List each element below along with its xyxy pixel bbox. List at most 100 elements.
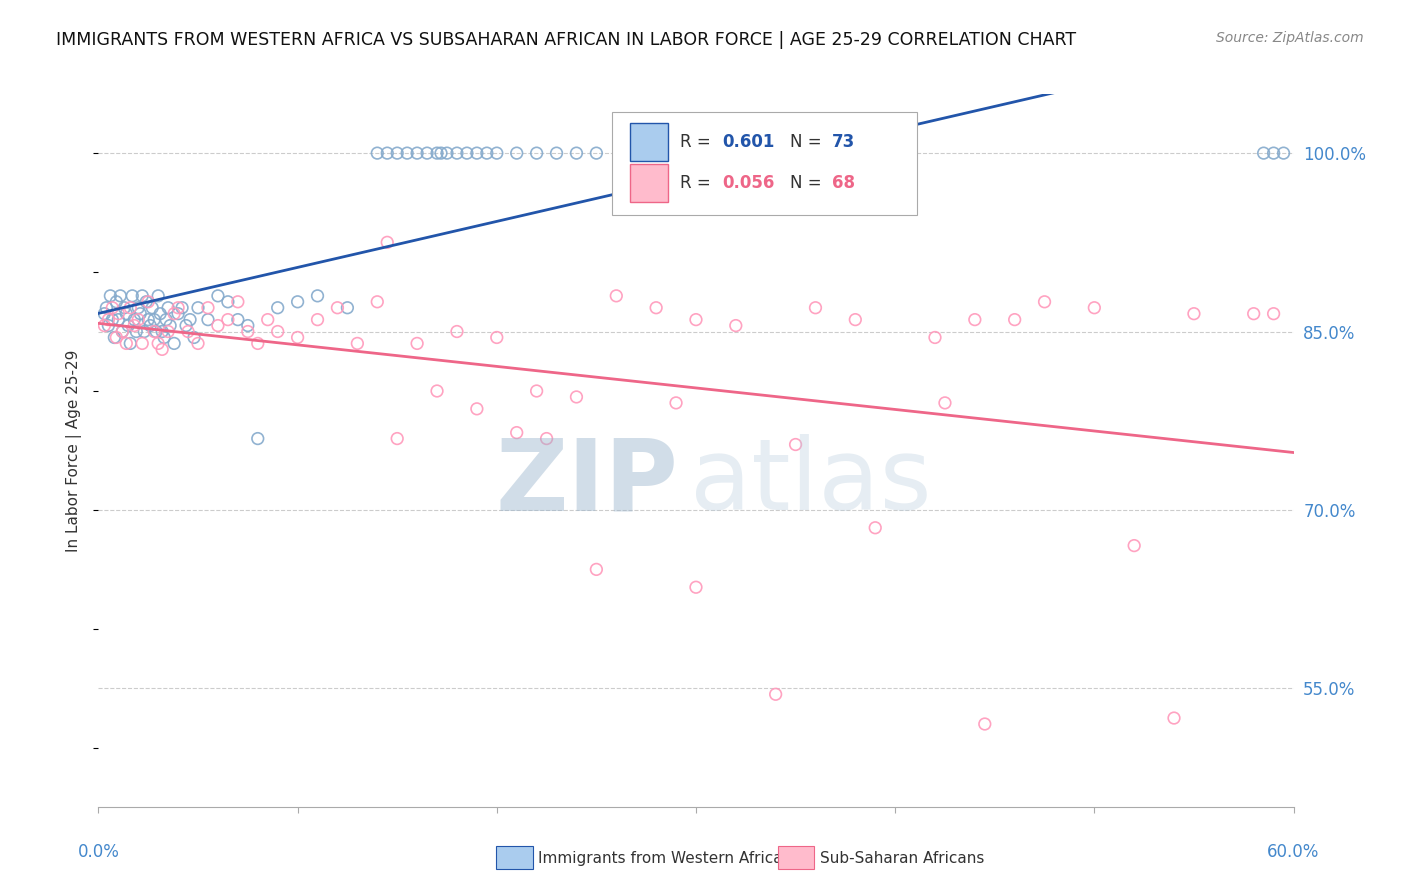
Point [1263, 146, 1285, 161]
Point [217, 312, 239, 326]
Point [924, 330, 946, 344]
Point [546, 146, 568, 161]
Point [287, 330, 309, 344]
Point [143, 312, 166, 326]
Point [139, 318, 162, 333]
Point [326, 301, 349, 315]
Point [396, 146, 419, 161]
Point [127, 301, 149, 315]
Point [187, 301, 209, 315]
Point [107, 312, 129, 326]
Point [124, 318, 146, 333]
Point [153, 330, 176, 344]
Text: N =: N = [790, 174, 827, 192]
Point [724, 318, 747, 333]
Point [844, 312, 866, 326]
Point [963, 312, 986, 326]
Point [134, 325, 156, 339]
Point [765, 687, 787, 701]
Point [167, 301, 190, 315]
Point [97, 318, 120, 333]
Point [101, 301, 124, 315]
Point [1004, 312, 1026, 326]
Point [145, 325, 167, 339]
Point [121, 289, 143, 303]
Text: 0.0%: 0.0% [77, 843, 120, 861]
Point [117, 318, 139, 333]
Point [246, 432, 269, 446]
Point [430, 146, 453, 161]
Point [287, 294, 309, 309]
Point [804, 301, 827, 315]
Point [125, 325, 148, 339]
Point [157, 325, 180, 339]
FancyBboxPatch shape [630, 123, 668, 161]
Point [163, 336, 186, 351]
Point [115, 307, 138, 321]
Point [183, 330, 205, 344]
Point [426, 384, 449, 398]
Point [406, 336, 429, 351]
Text: ZIP: ZIP [495, 434, 678, 531]
Point [934, 396, 956, 410]
Point [103, 330, 125, 344]
Point [1272, 146, 1295, 161]
Point [96, 301, 118, 315]
Point [98, 289, 122, 303]
Point [465, 401, 488, 416]
Point [426, 146, 449, 161]
Point [172, 301, 194, 315]
Point [436, 146, 458, 161]
Text: 0.056: 0.056 [723, 174, 775, 192]
Point [136, 312, 159, 326]
Point [246, 336, 269, 351]
Point [536, 432, 558, 446]
Point [226, 312, 249, 326]
Point [385, 146, 409, 161]
Point [236, 318, 259, 333]
Point [385, 432, 409, 446]
Point [101, 312, 124, 326]
Point [179, 312, 201, 326]
Point [93, 307, 115, 321]
Point [585, 562, 607, 576]
Point [485, 146, 508, 161]
Point [120, 301, 142, 315]
Text: 0.601: 0.601 [723, 133, 775, 151]
Point [1263, 307, 1285, 321]
Point [446, 146, 468, 161]
Text: Sub-Saharan Africans: Sub-Saharan Africans [820, 851, 984, 865]
Text: Immigrants from Western Africa: Immigrants from Western Africa [538, 851, 783, 865]
Point [336, 301, 359, 315]
Text: atlas: atlas [690, 434, 932, 531]
Point [155, 312, 177, 326]
Text: 68: 68 [832, 174, 855, 192]
Text: R =: R = [681, 133, 717, 151]
Point [111, 325, 134, 339]
Point [475, 146, 498, 161]
Point [665, 396, 688, 410]
Point [148, 289, 170, 303]
Point [256, 312, 278, 326]
Point [167, 307, 190, 321]
Point [585, 146, 607, 161]
Text: N =: N = [790, 133, 827, 151]
Point [685, 580, 707, 594]
Point [111, 325, 134, 339]
Point [105, 294, 128, 309]
Point [124, 312, 146, 326]
Point [865, 521, 887, 535]
Point [307, 312, 329, 326]
Point [177, 325, 200, 339]
Point [97, 312, 120, 326]
Point [565, 146, 588, 161]
Point [685, 312, 707, 326]
Point [226, 294, 249, 309]
Point [129, 307, 152, 321]
Point [565, 390, 588, 404]
Point [131, 289, 153, 303]
Point [366, 294, 388, 309]
Point [506, 425, 529, 440]
Point [159, 318, 181, 333]
Point [446, 325, 468, 339]
